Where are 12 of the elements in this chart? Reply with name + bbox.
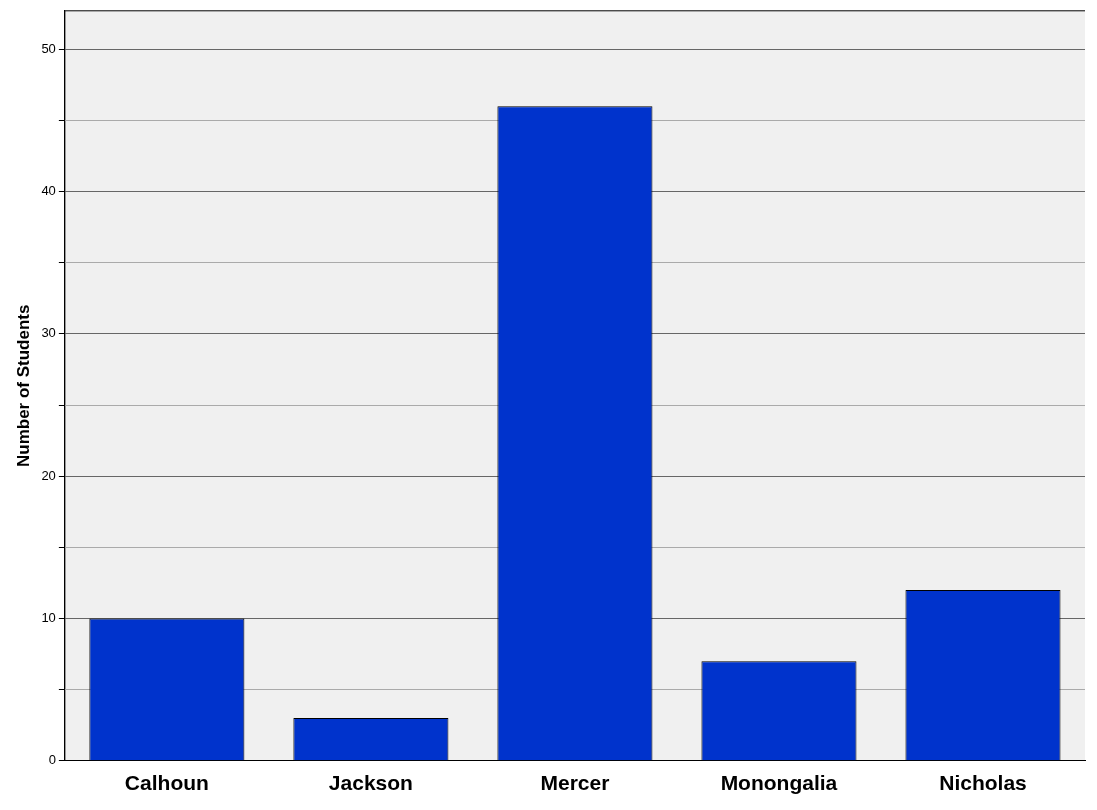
y-tick-label: 30	[41, 325, 56, 341]
y-tick-label: 20	[41, 467, 56, 483]
y-axis-title: Number of Students	[13, 304, 33, 468]
y-tick-label: 10	[41, 610, 56, 626]
x-tick-label: Nicholas	[939, 771, 1027, 795]
y-tick-label: 40	[41, 183, 56, 199]
x-tick-label: Monongalia	[720, 771, 838, 795]
x-tick-label: Mercer	[540, 771, 610, 795]
y-tick-label: 0	[48, 752, 56, 768]
x-tick-label: Calhoun	[124, 771, 209, 795]
y-tick-label: 50	[41, 40, 56, 56]
x-tick-label: Jackson	[328, 771, 413, 795]
